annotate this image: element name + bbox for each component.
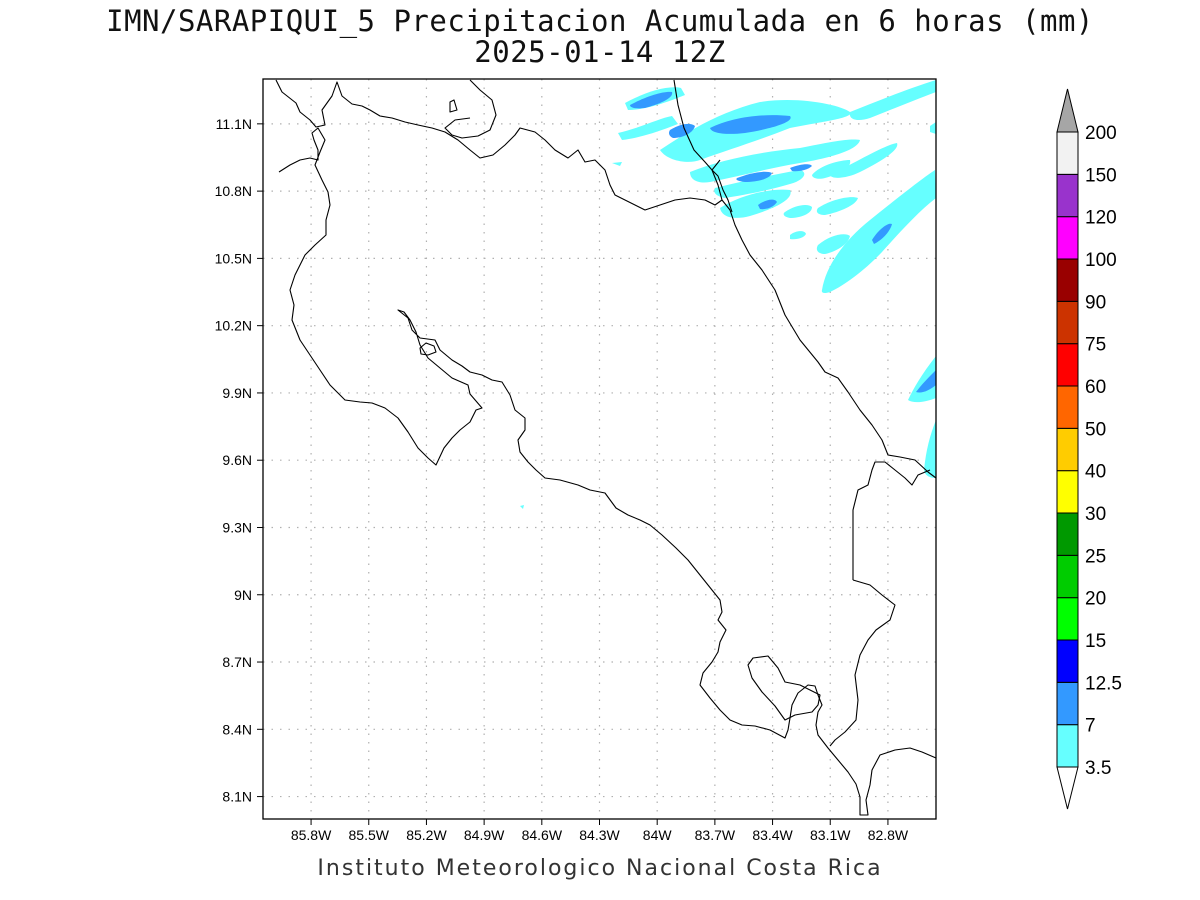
lat-tick-label: 8.4N	[222, 721, 252, 737]
coastlines-and-borders	[275, 79, 937, 816]
colorbar-swatch	[1056, 681, 1079, 726]
lat-tick-label: 10.5N	[215, 250, 252, 266]
caribbean-coast	[721, 199, 937, 479]
colorbar-label: 150	[1085, 165, 1117, 186]
lon-tick-label: 85.2W	[406, 827, 447, 843]
precip-7mm-areas	[630, 91, 936, 393]
lat-tick-label: 11.1N	[216, 116, 252, 132]
colorbar-label: 25	[1085, 546, 1106, 567]
lat-tick-label: 10.8N	[215, 183, 252, 199]
lat-tick-label: 8.7N	[222, 654, 252, 670]
lat-tick-label: 9N	[234, 587, 252, 603]
colorbar-label: 40	[1085, 462, 1106, 483]
colorbar-label: 100	[1085, 250, 1117, 271]
islet	[449, 99, 458, 113]
lon-tick-label: 85.8W	[291, 827, 332, 843]
lat-tick-label: 9.3N	[222, 519, 252, 535]
colorbar-under-arrow	[1056, 766, 1079, 810]
colorbar-swatch	[1056, 639, 1079, 683]
lon-tick-label: 83.7W	[695, 827, 736, 843]
footer-institution: Instituto Meteorologico Nacional Costa R…	[317, 856, 883, 881]
colorbar-swatch	[1056, 343, 1079, 387]
colorbar-label: 20	[1085, 589, 1106, 610]
graticule-grid	[263, 79, 936, 819]
colorbar-label: 75	[1085, 335, 1106, 356]
colorbar-swatch	[1056, 597, 1079, 641]
precip-3.5mm-areas	[520, 80, 936, 509]
lon-tick-label: 83.1W	[810, 827, 851, 843]
colorbar-label: 60	[1085, 377, 1106, 398]
map-valid-time: 2025-01-14 12Z	[474, 35, 726, 69]
osa-peninsula-coast	[747, 655, 821, 721]
lon-tick-label: 84.3W	[579, 827, 620, 843]
lat-tick-label: 8.1N	[222, 789, 252, 805]
lon-tick-label: 83.4W	[752, 827, 793, 843]
nicaragua-border	[673, 79, 733, 213]
lat-tick-label: 9.6N	[222, 452, 252, 468]
colorbar-swatch	[1056, 554, 1079, 599]
colorbar-swatch	[1056, 300, 1079, 345]
pacific-coast	[278, 127, 937, 816]
colorbar-swatch	[1056, 173, 1079, 218]
lat-tick-label: 10.2N	[215, 318, 252, 334]
lon-tick-label: 84W	[643, 827, 673, 843]
colorbar-swatch	[1056, 131, 1079, 175]
lat-tick-label: 9.9N	[222, 385, 252, 401]
colorbar-label: 12.5	[1085, 673, 1122, 694]
nicaragua-coast	[275, 79, 723, 211]
colorbar-label: 7	[1085, 716, 1096, 737]
colorbar-swatch	[1056, 512, 1079, 556]
golfo-dulce-coast	[829, 579, 896, 747]
colorbar-over-arrow	[1056, 88, 1079, 133]
lon-tick-label: 82.8W	[868, 827, 909, 843]
map-title: IMN/SARAPIQUI_5 Precipitacion Acumulada …	[106, 4, 1094, 38]
colorbar-swatch	[1056, 724, 1079, 768]
latitude-labels: 11.1N 10.8N 10.5N 10.2N 9.9N 9.6N 9.3N 9N 8.7N 8.…	[215, 116, 252, 805]
longitude-labels: 85.8W 85.5W 85.2W 84.9W 84.6W 84.3W 84W 83.7W 83…	[291, 827, 909, 843]
colorbar-label: 50	[1085, 419, 1106, 440]
precipitation-colorbar: 3.5 7 12.5 15 20 25 30 40 50 60 75 90 100 120 150 200	[1056, 88, 1122, 810]
lon-tick-label: 84.9W	[464, 827, 505, 843]
colorbar-swatch	[1056, 427, 1079, 472]
precipitation-field	[520, 80, 936, 509]
lake-nicaragua-shore	[444, 79, 497, 139]
colorbar-swatch	[1056, 216, 1079, 260]
colorbar-label: 30	[1085, 504, 1106, 525]
colorbar-label: 15	[1085, 631, 1106, 652]
colorbar-label: 3.5	[1085, 758, 1111, 779]
colorbar-label: 200	[1085, 123, 1117, 144]
colorbar-label: 90	[1085, 292, 1106, 313]
lon-tick-label: 84.6W	[522, 827, 563, 843]
colorbar-swatch	[1056, 258, 1079, 302]
lon-tick-label: 85.5W	[349, 827, 390, 843]
panama-border	[852, 461, 931, 580]
chira-island	[419, 342, 437, 356]
colorbar-swatch	[1056, 385, 1079, 429]
colorbar-label: 120	[1085, 208, 1117, 229]
colorbar-swatch	[1056, 470, 1079, 514]
axis-ticks	[257, 123, 889, 825]
